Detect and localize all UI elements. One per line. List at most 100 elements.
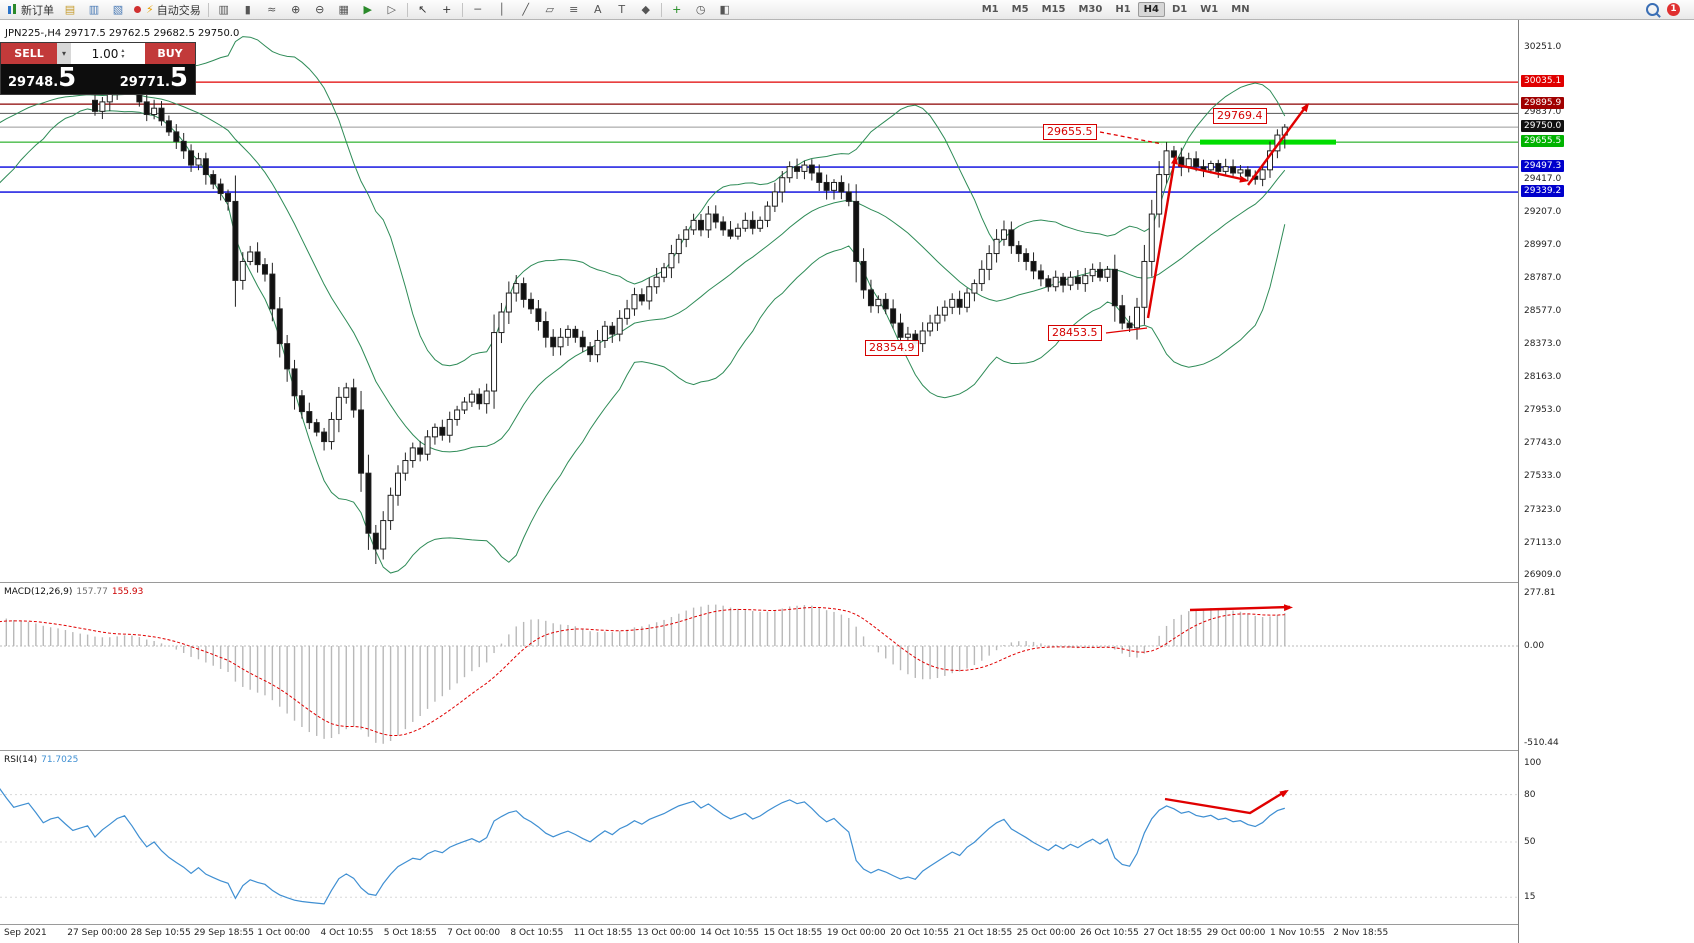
time-axis-label: 27 Sep 00:00	[67, 928, 128, 938]
macd-pane[interactable]	[0, 584, 1518, 750]
price-axis-highlight: 29655.5	[1521, 135, 1565, 148]
toolbar: 新订单 ▤ ▥ ▧ ⚡ 自动交易 ▥ ▮ ≈ ⊕ ⊖ ▦ ▶ ▷ ↖ + ─ │ ╱ ▱ ≡ A T ◆ + ◷ ◧ M1 M…	[0, 0, 1694, 20]
vertical-line-icon[interactable]: │	[490, 2, 514, 18]
timeframe-mn[interactable]: MN	[1231, 4, 1250, 15]
timeframe-m30[interactable]: M30	[1078, 4, 1103, 15]
sell-button[interactable]: SELL	[1, 43, 57, 64]
time-axis-label: 20 Oct 10:55	[890, 928, 949, 938]
time-axis-label: 29 Oct 00:00	[1206, 928, 1266, 938]
rsi-value: 71.7025	[41, 755, 79, 765]
fibonacci-icon[interactable]: ≡	[562, 2, 586, 18]
search-icon[interactable]	[1646, 3, 1659, 16]
macd-axis-label: 277.81	[1524, 588, 1556, 599]
time-axis-label: 27 Oct 18:55	[1143, 928, 1203, 938]
macd-value-main: 157.77	[76, 587, 108, 597]
navigator-icon[interactable]: ▧	[106, 2, 130, 18]
data-window-icon[interactable]: ▥	[82, 2, 106, 18]
candlestick-chart-icon[interactable]: ▮	[236, 2, 260, 18]
price-annotation: 28354.9	[865, 340, 919, 356]
auto-scroll-icon[interactable]: ▶	[356, 2, 380, 18]
time-axis-label: 19 Oct 00:00	[826, 928, 886, 938]
auto-scroll-icon: ▶	[363, 2, 372, 16]
rsi-pane[interactable]	[0, 752, 1518, 924]
time-axis-label: 25 Oct 00:00	[1016, 928, 1076, 938]
horizontal-line-icon: ─	[474, 2, 482, 16]
macd-indicator-label: MACD(12,26,9) 157.77 155.93	[4, 587, 143, 597]
bar-chart-icon: ▥	[218, 2, 229, 16]
horizontal-line-icon[interactable]: ─	[466, 2, 490, 18]
line-chart-icon: ≈	[267, 2, 277, 16]
price-axis-label: 28787.0	[1524, 273, 1562, 284]
zoom-in-icon[interactable]: ⊕	[284, 2, 308, 18]
toolbar-right: 1	[1646, 3, 1680, 16]
price-axis-highlight: 30035.1	[1521, 75, 1565, 88]
volume-input[interactable]: 1.00 ▴ ▾	[71, 43, 145, 64]
timeframe-h1[interactable]: H1	[1115, 4, 1131, 15]
pane-separator	[0, 582, 1694, 583]
crosshair-icon[interactable]: +	[435, 2, 459, 18]
chart-shift-icon[interactable]: ▷	[380, 2, 404, 18]
candlestick-chart-icon: ▮	[244, 2, 251, 16]
timeframe-w1[interactable]: W1	[1200, 4, 1219, 15]
trendline-icon[interactable]: ╱	[514, 2, 538, 18]
time-axis-label: 2 Nov 18:55	[1333, 928, 1389, 938]
price-axis-label: 27323.0	[1524, 504, 1562, 515]
chart-area: JPN225-,H4 29717.5 29762.5 29682.5 29750…	[0, 20, 1694, 943]
macd-axis-label: -510.44	[1524, 737, 1559, 748]
chart-ohlc-readout: JPN225-,H4 29717.5 29762.5 29682.5 29750…	[5, 28, 240, 39]
volume-dropdown[interactable]: ▾	[57, 43, 71, 64]
main-chart[interactable]	[0, 20, 1518, 582]
zoom-out-icon[interactable]: ⊖	[308, 2, 332, 18]
price-axis-highlight: 29339.2	[1521, 185, 1565, 198]
time-axis-label: 7 Oct 00:00	[447, 928, 501, 938]
price-axis-label: 27743.0	[1524, 438, 1562, 449]
text-label-icon[interactable]: T	[610, 2, 634, 18]
cursor-icon[interactable]: ↖	[411, 2, 435, 18]
timeframe-d1[interactable]: D1	[1171, 4, 1188, 15]
time-axis-label: 29 Sep 18:55	[193, 928, 254, 938]
new-order-icon	[7, 3, 18, 16]
text-icon[interactable]: A	[586, 2, 610, 18]
channel-icon[interactable]: ▱	[538, 2, 562, 18]
templates-icon[interactable]: ◧	[713, 2, 737, 18]
market-watch-icon[interactable]: ▤	[58, 2, 82, 18]
toolbar-separator	[461, 2, 463, 17]
sell-price: 29748.5	[8, 63, 77, 93]
time-axis-label: 1 Oct 00:00	[257, 928, 311, 938]
time-axis-label: 28 Sep 10:55	[130, 928, 191, 938]
volume-spinner[interactable]: ▴ ▾	[121, 46, 125, 60]
trendline-icon: ╱	[522, 2, 530, 16]
timeframe-m1[interactable]: M1	[981, 4, 999, 15]
indicators-icon[interactable]: +	[665, 2, 689, 18]
zoom-out-icon: ⊖	[315, 2, 325, 16]
price-axis-label: 27953.0	[1524, 405, 1562, 416]
alert-icon[interactable]: 1	[1667, 3, 1680, 16]
rsi-axis-label: 15	[1524, 892, 1536, 903]
rsi-name: RSI(14)	[4, 755, 38, 765]
one-click-trading-panel: SELL ▾ 1.00 ▴ ▾ BUY 29748.5 29771.5	[0, 42, 196, 95]
toolbar-separator	[406, 2, 408, 17]
chart-shift-icon: ▷	[387, 2, 396, 16]
time-axis-label: 8 Oct 10:55	[510, 928, 564, 938]
new-order-button[interactable]: 新订单	[4, 2, 57, 18]
timeframe-m15[interactable]: M15	[1041, 4, 1066, 15]
rsi-axis-label: 100	[1524, 758, 1542, 768]
periods-icon[interactable]: ◷	[689, 2, 713, 18]
tile-windows-icon[interactable]: ▦	[332, 2, 356, 18]
buy-button[interactable]: BUY	[145, 43, 195, 64]
time-axis[interactable]: Sep 2021 27 Sep 00:00 28 Sep 10:55 29 Sep 1…	[0, 924, 1518, 943]
bar-chart-icon[interactable]: ▥	[212, 2, 236, 18]
timeframe-h4[interactable]: H4	[1137, 2, 1165, 17]
price-axis[interactable]: 30251.0 29837.0 29417.0 29207.0 28997.0 28787…	[1518, 20, 1694, 943]
price-axis-label: 27533.0	[1524, 471, 1562, 482]
vertical-line-icon: │	[498, 2, 506, 16]
line-chart-icon[interactable]: ≈	[260, 2, 284, 18]
shapes-icon[interactable]: ◆	[634, 2, 658, 18]
auto-trading-button[interactable]: ⚡ 自动交易	[131, 2, 204, 18]
price-axis-label: 28163.0	[1524, 371, 1562, 382]
price-axis-label: 30251.0	[1524, 42, 1562, 52]
indicators-icon: +	[672, 2, 682, 16]
price-annotation: 28453.5	[1048, 325, 1102, 341]
shapes-icon: ◆	[641, 2, 650, 16]
timeframe-m5[interactable]: M5	[1011, 4, 1029, 15]
